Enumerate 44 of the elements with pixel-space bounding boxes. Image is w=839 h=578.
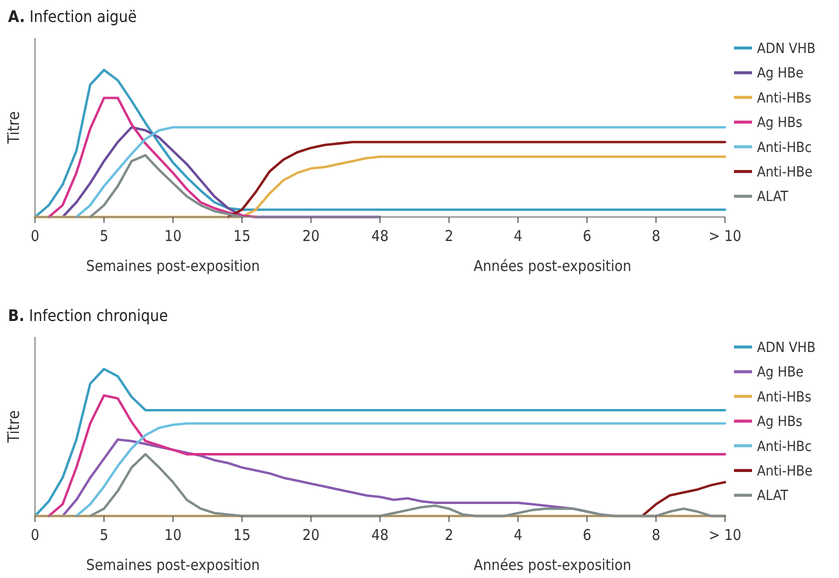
- x-tick-label: 5: [100, 526, 108, 544]
- legend-label: Ag HBs: [757, 115, 802, 132]
- x-tick-label: 6: [582, 526, 592, 544]
- x-tick-label: 20: [302, 227, 320, 245]
- legend-label: ADN VHB: [757, 41, 816, 57]
- x-tick-label: 5: [100, 227, 108, 245]
- legend-label: ADN VHB: [757, 340, 816, 356]
- x-tick-label: 10: [164, 227, 182, 245]
- chart-title: A. Infection aiguë: [8, 7, 137, 26]
- text: Années post-exposition: [474, 556, 632, 574]
- x-tick-label: 8: [652, 526, 660, 544]
- legend-label: Anti-HBe: [757, 464, 813, 480]
- x-tick-label: 48: [371, 227, 389, 245]
- x-tick-label: 0: [30, 526, 40, 544]
- y-axis-title: Titre: [4, 410, 23, 444]
- x-axis-title: Semaines post-exposition: [86, 257, 260, 275]
- legend-label: ALAT: [757, 189, 788, 206]
- legend-label: Ag HBe: [757, 364, 804, 381]
- x-tick-label: 15: [233, 227, 251, 245]
- legend-label: Anti-HBe: [757, 164, 813, 180]
- chart-title: B. Infection chronique: [8, 306, 168, 325]
- x-tick-label: 2: [444, 526, 454, 544]
- x-tick-label: 4: [514, 526, 522, 544]
- legend-label: Anti-HBc: [757, 140, 812, 156]
- legend-label: Ag HBe: [757, 66, 804, 82]
- legend-label: Anti-HBc: [757, 438, 812, 455]
- legend-label: Anti-HBs: [757, 389, 812, 406]
- x-tick-label: > 10: [708, 526, 742, 544]
- x-tick-label: 15: [233, 526, 251, 544]
- x-tick-label: > 10: [708, 227, 742, 245]
- y-axis-title: Titre: [4, 111, 23, 145]
- x-tick-label: 2: [444, 227, 454, 245]
- x-axis-title: Semaines post-exposition: [86, 556, 260, 574]
- x-tick-label: 6: [582, 227, 592, 245]
- x-tick-label: 4: [514, 227, 522, 245]
- x-tick-label: 48: [371, 526, 389, 544]
- legend-label: Anti-HBs: [757, 90, 812, 106]
- legend-label: Ag HBs: [757, 414, 802, 430]
- text: Années post-exposition: [474, 257, 632, 275]
- x-tick-label: 10: [164, 526, 182, 544]
- x-tick-label: 20: [302, 526, 320, 544]
- x-tick-label: 8: [652, 227, 660, 245]
- legend-label: ALAT: [757, 488, 788, 504]
- x-tick-label: 0: [30, 227, 40, 245]
